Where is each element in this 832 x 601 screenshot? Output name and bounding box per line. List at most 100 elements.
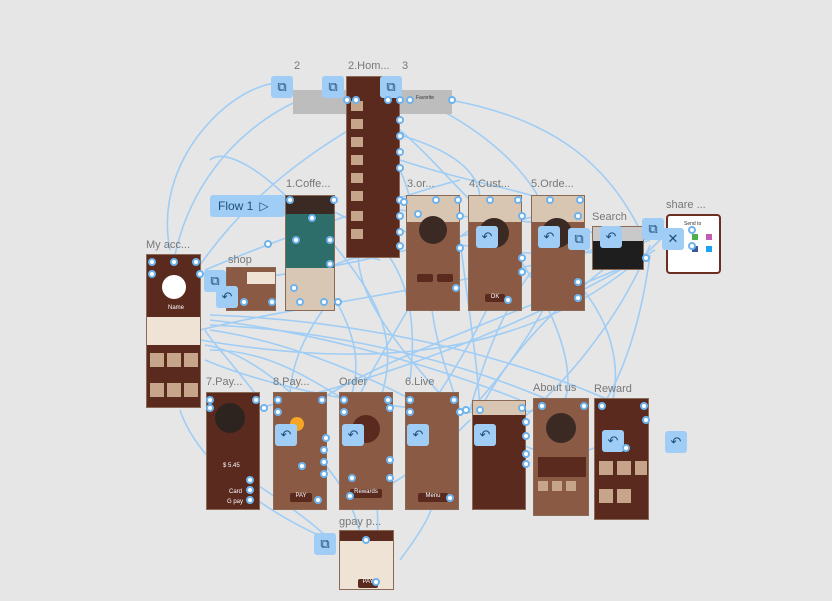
hotspot-dot[interactable] <box>452 284 460 292</box>
hotspot-dot[interactable] <box>598 402 606 410</box>
hotspot-dot[interactable] <box>348 474 356 482</box>
hotspot-dot[interactable] <box>386 456 394 464</box>
hotspot-dot[interactable] <box>274 408 282 416</box>
board-customize[interactable]: OK <box>468 195 522 311</box>
hotspot-dot[interactable] <box>206 396 214 404</box>
board-pay-8[interactable]: PAY <box>273 392 327 510</box>
back-icon[interactable]: ↶ <box>474 424 496 446</box>
hotspot-dot[interactable] <box>642 254 650 262</box>
hotspot-dot[interactable] <box>396 228 404 236</box>
hotspot-dot[interactable] <box>340 396 348 404</box>
overlay-icon[interactable]: ⧉ <box>271 76 293 98</box>
overlay-icon[interactable]: ⧉ <box>380 76 402 98</box>
board-order-3[interactable] <box>406 195 460 311</box>
hotspot-dot[interactable] <box>330 196 338 204</box>
pay7-gpay[interactable]: G pay <box>227 499 244 505</box>
hotspot-dot[interactable] <box>580 402 588 410</box>
hotspot-dot[interactable] <box>308 214 316 222</box>
hotspot-dot[interactable] <box>170 258 178 266</box>
overlay-icon[interactable]: ⧉ <box>314 533 336 555</box>
hotspot-dot[interactable] <box>396 116 404 124</box>
hotspot-dot[interactable] <box>688 226 696 234</box>
back-icon[interactable]: ↶ <box>407 424 429 446</box>
close-icon[interactable]: ✕ <box>662 228 684 250</box>
hotspot-dot[interactable] <box>456 244 464 252</box>
hotspot-dot[interactable] <box>196 270 204 278</box>
pay7-card[interactable]: Card <box>229 489 243 495</box>
live-menu-button[interactable]: Menu <box>418 493 448 502</box>
hotspot-dot[interactable] <box>148 270 156 278</box>
hotspot-dot[interactable] <box>206 404 214 412</box>
hotspot-dot[interactable] <box>320 458 328 466</box>
overlay-icon[interactable]: ⧉ <box>568 228 590 250</box>
back-icon[interactable]: ↶ <box>476 226 498 248</box>
back-icon[interactable]: ↶ <box>602 430 624 452</box>
hotspot-dot[interactable] <box>286 196 294 204</box>
hotspot-dot[interactable] <box>414 210 422 218</box>
hotspot-dot[interactable] <box>538 402 546 410</box>
hotspot-dot[interactable] <box>406 408 414 416</box>
hotspot-dot[interactable] <box>454 196 462 204</box>
hotspot-dot[interactable] <box>396 148 404 156</box>
back-icon[interactable]: ↶ <box>538 226 560 248</box>
hotspot-dot[interactable] <box>574 278 582 286</box>
hotspot-dot[interactable] <box>264 240 272 248</box>
hotspot-dot[interactable] <box>386 404 394 412</box>
hotspot-dot[interactable] <box>326 236 334 244</box>
hotspot-dot[interactable] <box>384 96 392 104</box>
hotspot-dot[interactable] <box>514 196 522 204</box>
hotspot-dot[interactable] <box>406 96 414 104</box>
hotspot-dot[interactable] <box>346 492 354 500</box>
hotspot-dot[interactable] <box>320 470 328 478</box>
back-icon[interactable]: ↶ <box>600 226 622 248</box>
board-shop[interactable] <box>226 267 276 311</box>
hotspot-dot[interactable] <box>518 254 526 262</box>
back-icon[interactable]: ↶ <box>665 431 687 453</box>
hotspot-dot[interactable] <box>268 298 276 306</box>
hotspot-dot[interactable] <box>314 496 322 504</box>
hotspot-dot[interactable] <box>240 298 248 306</box>
hotspot-dot[interactable] <box>574 212 582 220</box>
hotspot-dot[interactable] <box>450 396 458 404</box>
hotspot-dot[interactable] <box>642 416 650 424</box>
hotspot-dot[interactable] <box>298 462 306 470</box>
hotspot-dot[interactable] <box>518 404 526 412</box>
back-icon[interactable]: ↶ <box>342 424 364 446</box>
hotspot-dot[interactable] <box>192 258 200 266</box>
hotspot-dot[interactable] <box>396 242 404 250</box>
board-home[interactable] <box>346 76 400 258</box>
hotspot-dot[interactable] <box>522 418 530 426</box>
hotspot-dot[interactable] <box>290 284 298 292</box>
hotspot-dot[interactable] <box>576 196 584 204</box>
hotspot-dot[interactable] <box>362 536 370 544</box>
hotspot-dot[interactable] <box>432 196 440 204</box>
board-reward[interactable] <box>594 398 649 520</box>
hotspot-dot[interactable] <box>522 432 530 440</box>
hotspot-dot[interactable] <box>322 434 330 442</box>
hotspot-dot[interactable] <box>246 486 254 494</box>
hotspot-dot[interactable] <box>274 396 282 404</box>
hotspot-dot[interactable] <box>688 242 696 250</box>
hotspot-dot[interactable] <box>522 450 530 458</box>
pay8-pay-button[interactable]: PAY <box>290 493 312 502</box>
hotspot-dot[interactable] <box>340 408 348 416</box>
cust-ok-button[interactable]: OK <box>485 294 505 302</box>
hotspot-dot[interactable] <box>504 296 512 304</box>
hotspot-dot[interactable] <box>320 446 328 454</box>
hotspot-dot[interactable] <box>326 260 334 268</box>
hotspot-dot[interactable] <box>396 132 404 140</box>
hotspot-dot[interactable] <box>518 268 526 276</box>
hotspot-dot[interactable] <box>396 164 404 172</box>
hotspot-dot[interactable] <box>396 96 404 104</box>
hotspot-dot[interactable] <box>372 578 380 586</box>
hotspot-dot[interactable] <box>486 196 494 204</box>
hotspot-dot[interactable] <box>400 198 408 206</box>
board-about-us[interactable] <box>533 398 589 516</box>
hotspot-dot[interactable] <box>318 396 326 404</box>
board-pay-7[interactable]: $ 5.45 Card G pay <box>206 392 260 510</box>
hotspot-dot[interactable] <box>574 294 582 302</box>
hotspot-dot[interactable] <box>334 298 342 306</box>
hotspot-dot[interactable] <box>518 212 526 220</box>
hotspot-dot[interactable] <box>343 96 351 104</box>
